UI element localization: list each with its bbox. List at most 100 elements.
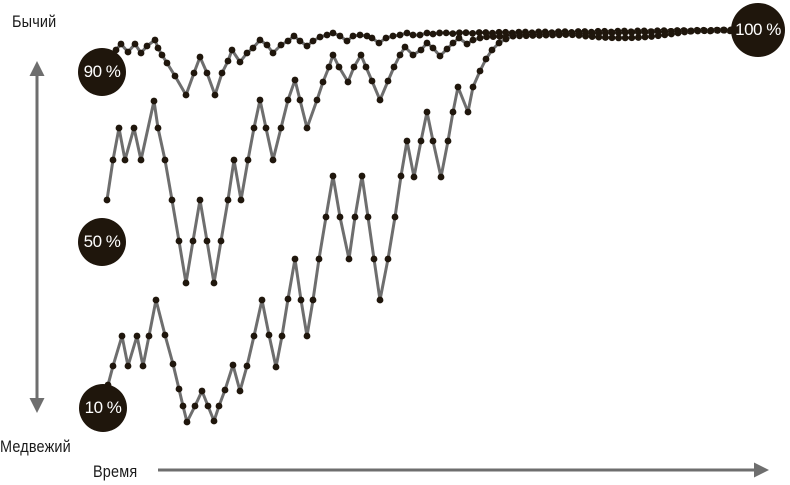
- path-10-point: [707, 27, 715, 34]
- path-90-point: [368, 34, 376, 42]
- path-10-point: [322, 213, 330, 221]
- path-10-point: [423, 108, 431, 116]
- path-50-point: [390, 63, 398, 71]
- path-50-point: [217, 237, 225, 245]
- path-10-point: [384, 255, 392, 263]
- path-10-point: [608, 29, 616, 37]
- path-50-point: [250, 124, 258, 132]
- path-10-point: [588, 29, 596, 37]
- path-10-point: [315, 255, 323, 263]
- path-10-point: [364, 213, 372, 221]
- path-90-point: [462, 29, 470, 37]
- path-10-point: [549, 30, 556, 38]
- path-90-point: [143, 42, 151, 50]
- path-50-point: [244, 156, 252, 164]
- path-10-point: [169, 360, 177, 368]
- path-50-point: [496, 33, 504, 40]
- path-10-point: [139, 362, 147, 370]
- path-50-point: [296, 96, 304, 104]
- path-50-point: [161, 156, 169, 164]
- path-10-point: [595, 29, 603, 37]
- path-10-point: [417, 137, 425, 145]
- path-10-point: [464, 108, 472, 116]
- path-50-point: [357, 51, 365, 59]
- path-50-point: [641, 33, 649, 41]
- path-90-point: [323, 31, 331, 39]
- path-10-point: [444, 137, 452, 145]
- path-50-point: [469, 36, 477, 44]
- path-10-point: [351, 213, 359, 221]
- path-90-point: [429, 30, 437, 38]
- path-90-point: [343, 37, 351, 45]
- path-50-point: [130, 124, 138, 132]
- path-50-point: [436, 52, 444, 60]
- path-50-point: [489, 33, 497, 41]
- path-50-point: [303, 124, 311, 132]
- path-10-point: [118, 332, 126, 340]
- path-10-point: [236, 387, 244, 395]
- path-10-point: [284, 295, 292, 303]
- path-90-point: [224, 57, 232, 65]
- path-10-point: [198, 387, 206, 395]
- path-50-point: [368, 77, 376, 85]
- path-50-point: [313, 96, 321, 104]
- path-10-point: [297, 296, 305, 304]
- path-10-point: [145, 332, 153, 340]
- path-90-point: [182, 91, 190, 99]
- path-90-point: [236, 58, 244, 66]
- path-90-point: [203, 69, 211, 77]
- path-10-point: [303, 332, 311, 340]
- path-50-point: [628, 34, 636, 42]
- path-90-point: [356, 31, 364, 39]
- path-10-point: [654, 28, 662, 36]
- path-10-point: [482, 55, 490, 63]
- path-50-point: [237, 196, 245, 204]
- path-50-point: [189, 237, 197, 245]
- path-90-point: [228, 46, 236, 54]
- start-badge-10: 10 %: [79, 384, 127, 432]
- path-10-point: [648, 28, 655, 36]
- path-10-point: [495, 39, 503, 47]
- path-10-point: [694, 27, 702, 35]
- path-10-point: [476, 67, 484, 75]
- path-50-point: [277, 124, 285, 132]
- path-90-point: [303, 42, 311, 50]
- path-10-point: [229, 361, 237, 369]
- path-50-point: [396, 51, 404, 59]
- path-50-point: [115, 124, 123, 132]
- path-50-point: [362, 63, 370, 71]
- path-50-point: [329, 51, 337, 59]
- path-50-point: [449, 39, 457, 47]
- path-10-point: [641, 28, 649, 36]
- path-10-point: [555, 30, 563, 38]
- path-90-point: [256, 36, 264, 44]
- path-10-point: [720, 26, 728, 34]
- path-90-point: [475, 29, 483, 36]
- path-90-point: [416, 31, 424, 39]
- path-90-point: [249, 44, 257, 52]
- path-10-point: [502, 35, 510, 43]
- path-10-line: [106, 28, 731, 424]
- path-90-point: [284, 37, 292, 45]
- path-10-point: [615, 29, 622, 36]
- path-10-point: [429, 137, 437, 145]
- path-50-point: [182, 279, 190, 287]
- path-10-point: [488, 46, 496, 54]
- path-10-point: [602, 29, 609, 37]
- path-90-point: [124, 48, 132, 56]
- path-90-point: [158, 51, 166, 59]
- end-badge-100: 100 %: [731, 3, 785, 57]
- path-10-point: [210, 417, 218, 425]
- path-90-point: [196, 53, 204, 61]
- path-50-point: [168, 196, 176, 204]
- path-50-point: [284, 96, 292, 104]
- path-90-point: [137, 49, 145, 57]
- path-50-point: [256, 96, 264, 104]
- start-badge-90: 90 %: [78, 48, 126, 96]
- path-90-point: [349, 32, 357, 40]
- path-50-point: [319, 78, 327, 86]
- path-50-point: [269, 156, 277, 164]
- path-90-point: [316, 33, 324, 41]
- path-10-point: [258, 296, 266, 304]
- path-10-point: [529, 31, 537, 38]
